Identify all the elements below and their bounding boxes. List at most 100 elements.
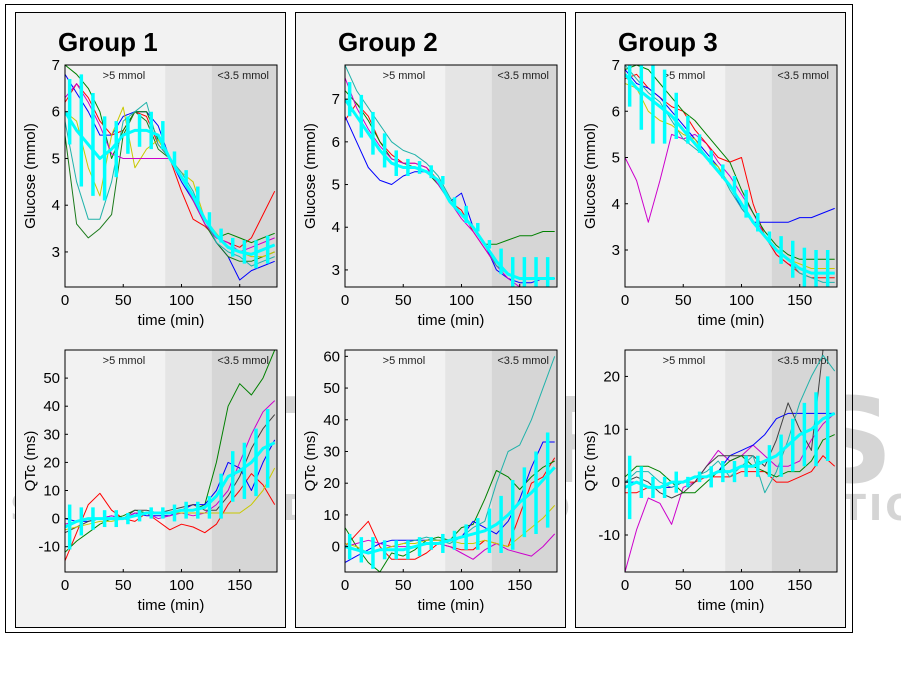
chart-4: >5 mmol <3.5 mmol 0 50 100 150 0 10 20 30 40 50 60 ti… [302,348,558,614]
x-axis-label: time (min) [138,597,205,614]
plot-frame [344,64,558,288]
x-tick-label: 50 [675,292,692,309]
y-tick-label: 50 [323,380,340,397]
region-label-above-5: >5 mmol [663,355,706,367]
plot-lines [345,356,556,572]
mean-line [345,466,556,555]
x-tick-label: 0 [341,292,349,309]
x-tick-label: 50 [675,577,692,594]
x-tick-label: 50 [395,292,412,309]
y-tick-label: 5 [612,150,620,167]
region-label-above-5: >5 mmol [103,70,146,82]
subject-line-5 [625,354,836,494]
chart-3: >5 mmol <3.5 mmol 0 50 100 150 3 4 5 6 7 time (min)… [302,64,558,329]
panel-title: Group 1 [58,27,158,57]
x-tick-label: 150 [507,577,532,594]
x-axis-label: time (min) [698,597,765,614]
subject-line-1 [65,473,276,561]
plot-lines [65,350,276,561]
subject-line-4 [625,350,835,499]
outer-border [5,4,853,633]
x-tick-label: 150 [227,577,252,594]
x-tick-label: 150 [787,577,812,594]
y-tick-label: 7 [52,57,60,74]
y-tick-label: 5 [52,150,60,167]
y-tick-label: 60 [323,348,340,365]
y-axis-label: QTc (ms) [22,431,39,492]
subject-line-4 [625,65,835,260]
x-tick-label: 150 [787,292,812,309]
region-label-below-3-5: <3.5 mmol [217,70,269,82]
x-tick-label: 100 [729,292,754,309]
plot-lines [65,65,276,281]
x-tick-label: 0 [621,292,629,309]
mean-line [625,73,835,275]
y-tick-label: -10 [598,527,620,544]
shaded-region-1 [725,65,772,287]
y-tick-label: 30 [43,426,60,443]
x-tick-label: 150 [227,292,252,309]
y-axis-label: Glucose (mmol) [582,123,599,229]
mean-line [65,441,276,529]
chart-1: >5 mmol <3.5 mmol 0 50 100 150 3 4 5 6 7 time (min)… [22,57,278,329]
plot-frame [64,349,278,573]
panel-title: Group 3 [618,27,718,57]
y-tick-label: 20 [323,475,340,492]
x-tick-label: 50 [115,292,132,309]
y-tick-label: 4 [332,219,340,236]
y-tick-label: 3 [332,262,340,279]
x-axis-label: time (min) [418,312,485,329]
y-axis-label: QTc (ms) [302,431,319,492]
y-tick-label: 50 [43,370,60,387]
y-tick-label: 7 [332,91,340,108]
x-tick-label: 0 [341,577,349,594]
plot-frame [624,64,838,288]
mean-line [65,110,276,256]
subject-line-6 [625,434,835,494]
y-axis-label: Glucose (mmol) [302,123,319,229]
x-tick-label: 100 [169,292,194,309]
plot-frame [624,349,838,573]
x-axis-label: time (min) [698,312,765,329]
x-tick-label: 100 [449,292,474,309]
y-tick-label: -10 [38,539,60,556]
y-tick-label: 3 [612,242,620,259]
region-label-above-5: >5 mmol [383,70,426,82]
x-axis-label: time (min) [138,312,205,329]
y-tick-label: 20 [603,368,620,385]
subject-line-4 [345,533,556,560]
plot-lines [625,65,835,287]
region-label-above-5: >5 mmol [383,355,426,367]
x-tick-label: 0 [61,292,69,309]
y-tick-label: 5 [332,177,340,194]
x-tick-label: 50 [115,577,132,594]
y-tick-label: 3 [52,244,60,261]
panel-title: Group 2 [338,27,438,57]
plot-lines [625,350,836,572]
shaded-region-1 [165,350,212,572]
y-tick-label: 7 [612,57,620,74]
x-tick-label: 100 [729,577,754,594]
chart-6: >5 mmol <3.5 mmol 0 50 100 150 -10 0 10 20 time (m… [582,349,838,614]
y-tick-label: 10 [323,507,340,524]
x-tick-label: 100 [449,577,474,594]
y-tick-label: 4 [612,196,620,213]
mean-line [345,98,555,280]
region-label-above-5: >5 mmol [663,70,706,82]
subject-line-5 [625,65,835,283]
y-tick-label: 10 [603,421,620,438]
region-label-below-3-5: <3.5 mmol [777,70,829,82]
plot-frame [344,349,558,573]
x-tick-label: 100 [169,577,194,594]
plot-lines [345,65,555,287]
mean-line [625,412,836,489]
y-axis-label: Glucose (mmol) [22,123,39,229]
y-tick-label: 0 [332,539,340,556]
y-tick-label: 40 [43,398,60,415]
chart-2: >5 mmol <3.5 mmol 0 50 100 150 -10 0 10 20 30 40 50 t… [22,349,278,614]
x-tick-label: 0 [61,577,69,594]
y-tick-label: 0 [52,511,60,528]
x-axis-label: time (min) [418,597,485,614]
y-tick-label: 4 [52,197,60,214]
